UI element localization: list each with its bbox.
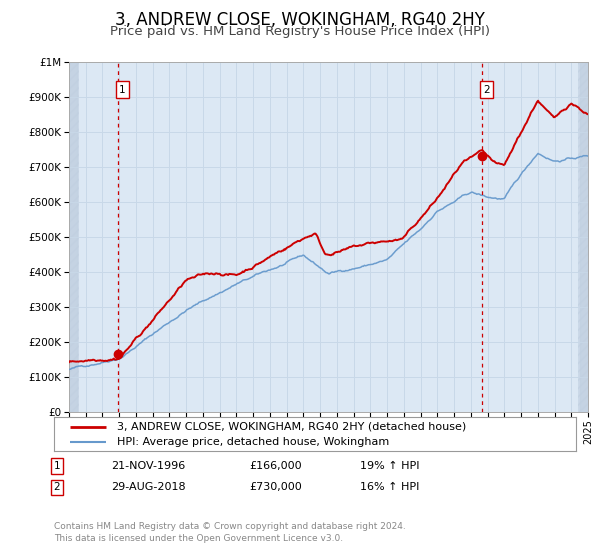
Text: £730,000: £730,000 <box>249 482 302 492</box>
Bar <box>69 62 79 412</box>
Text: Contains HM Land Registry data © Crown copyright and database right 2024.
This d: Contains HM Land Registry data © Crown c… <box>54 522 406 543</box>
Text: Price paid vs. HM Land Registry's House Price Index (HPI): Price paid vs. HM Land Registry's House … <box>110 25 490 38</box>
Text: 2: 2 <box>53 482 61 492</box>
Text: 1: 1 <box>53 461 61 471</box>
Bar <box>578 62 588 412</box>
Text: 21-NOV-1996: 21-NOV-1996 <box>111 461 185 471</box>
Text: 3, ANDREW CLOSE, WOKINGHAM, RG40 2HY (detached house): 3, ANDREW CLOSE, WOKINGHAM, RG40 2HY (de… <box>116 422 466 432</box>
Text: 29-AUG-2018: 29-AUG-2018 <box>111 482 185 492</box>
Text: HPI: Average price, detached house, Wokingham: HPI: Average price, detached house, Woki… <box>116 437 389 447</box>
Text: £166,000: £166,000 <box>249 461 302 471</box>
Text: 3, ANDREW CLOSE, WOKINGHAM, RG40 2HY: 3, ANDREW CLOSE, WOKINGHAM, RG40 2HY <box>115 11 485 29</box>
Text: 1: 1 <box>119 85 126 95</box>
Text: 2: 2 <box>484 85 490 95</box>
Text: 16% ↑ HPI: 16% ↑ HPI <box>360 482 419 492</box>
Text: 19% ↑ HPI: 19% ↑ HPI <box>360 461 419 471</box>
